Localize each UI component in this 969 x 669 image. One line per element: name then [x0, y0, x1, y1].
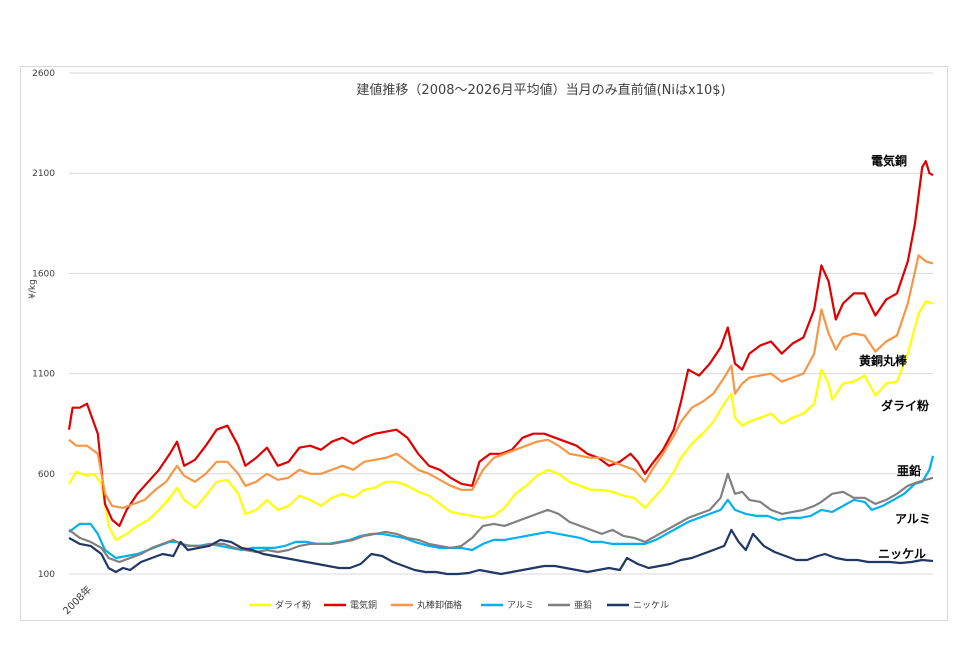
y-tick-label: 2100 [32, 169, 55, 179]
y-tick-label: 100 [38, 570, 55, 580]
annotation-label: アルミ [895, 512, 931, 526]
annotation-label: 電気銅 [871, 153, 907, 168]
legend-label: ダライ粉 [275, 599, 311, 611]
legend: ダライ粉 電気銅 丸棒卸価格 アルミ 亜鉛 ニッケル [249, 599, 669, 611]
series-line-ニッケル [68, 528, 934, 576]
legend-label: 亜鉛 [574, 599, 592, 611]
y-axis-ticks: 100 600 1100 1600 2100 2600 [32, 69, 55, 580]
series-line-丸棒卸価格 [68, 254, 934, 509]
series-line-電気銅 [67, 160, 934, 527]
annotation-label: ニッケル [878, 547, 926, 561]
y-tick-label: 1600 [32, 269, 55, 279]
legend-label: アルミ [507, 601, 534, 611]
y-tick-label: 1100 [32, 370, 55, 380]
grid-lines [69, 72, 933, 575]
series-line-ダライ粉 [68, 300, 934, 541]
annotation-label: 黄銅丸棒 [859, 353, 908, 368]
annotation-label: 亜鉛 [897, 463, 921, 478]
line-chart: 建値推移（2008〜2026月平均値）当月のみ直前値(Niはx10$) 100 6… [28, 69, 935, 617]
chart-frame: 建値推移（2008〜2026月平均値）当月のみ直前値(Niはx10$) 100 6… [20, 66, 948, 621]
legend-label: ニッケル [633, 600, 669, 611]
y-axis-label: ¥/kg [28, 279, 38, 299]
legend-label: 丸棒卸価格 [417, 599, 462, 611]
chart-title: 建値推移（2008〜2026月平均値）当月のみ直前値(Niはx10$) [356, 82, 725, 98]
series-lines [67, 160, 935, 576]
x-tick-label: 2008年 [60, 583, 94, 617]
series-line-アルミ [68, 455, 935, 560]
legend-label: 電気銅 [350, 599, 377, 611]
y-tick-label: 2600 [32, 69, 55, 79]
y-tick-label: 600 [38, 470, 55, 480]
annotation-label: ダライ粉 [881, 398, 929, 413]
